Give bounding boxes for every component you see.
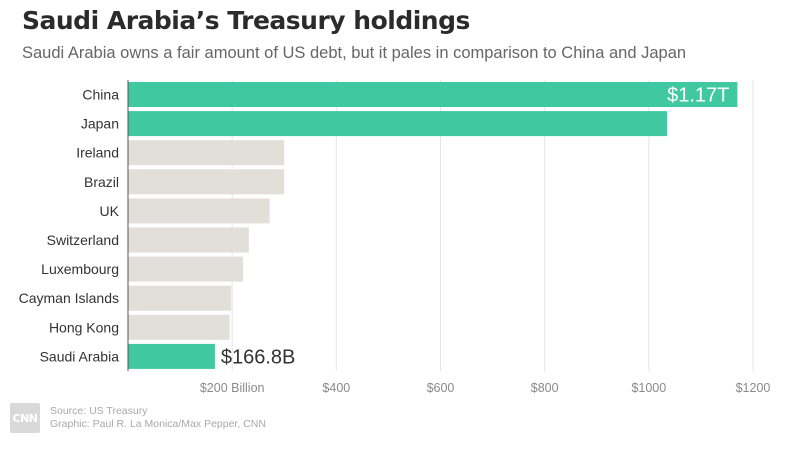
graphic-credit-text: Graphic: Paul R. La Monica/Max Pepper, C… [50, 417, 266, 430]
category-label: Cayman Islands [19, 290, 119, 306]
credits: Source: US Treasury Graphic: Paul R. La … [50, 405, 266, 430]
bar [128, 285, 232, 311]
bar [128, 256, 244, 282]
category-label: Japan [81, 116, 119, 132]
cnn-logo: CNN [10, 403, 40, 433]
chart-title: Saudi Arabia’s Treasury holdings [22, 6, 470, 35]
category-label: Luxembourg [41, 261, 119, 277]
category-label: Brazil [84, 174, 119, 190]
bar [128, 198, 270, 224]
bar [128, 227, 249, 253]
x-tick-label: $1200 [736, 381, 771, 395]
data-label: $166.8B [221, 346, 296, 368]
x-tick-label: $1000 [631, 381, 666, 395]
category-label: Ireland [76, 145, 119, 161]
bar [128, 111, 668, 137]
category-label: Hong Kong [49, 319, 119, 335]
footer: CNN Source: US Treasury Graphic: Paul R.… [10, 403, 266, 433]
bar [128, 82, 738, 107]
category-label: Switzerland [47, 232, 119, 248]
x-tick-label: $400 [322, 381, 350, 395]
category-label: UK [100, 203, 120, 219]
category-label: China [82, 87, 119, 103]
x-tick-label: $600 [427, 381, 455, 395]
x-tick-label: $200 Billion [200, 381, 265, 395]
x-tick-label: $800 [531, 381, 559, 395]
source-text: Source: US Treasury [50, 405, 148, 417]
data-label: $1.17T [667, 85, 729, 107]
bar [128, 169, 285, 195]
bar [128, 140, 285, 166]
chart-subtitle: Saudi Arabia owns a fair amount of US de… [22, 44, 687, 62]
category-label: Saudi Arabia [40, 348, 120, 364]
bar [128, 314, 230, 340]
bar [128, 343, 215, 369]
